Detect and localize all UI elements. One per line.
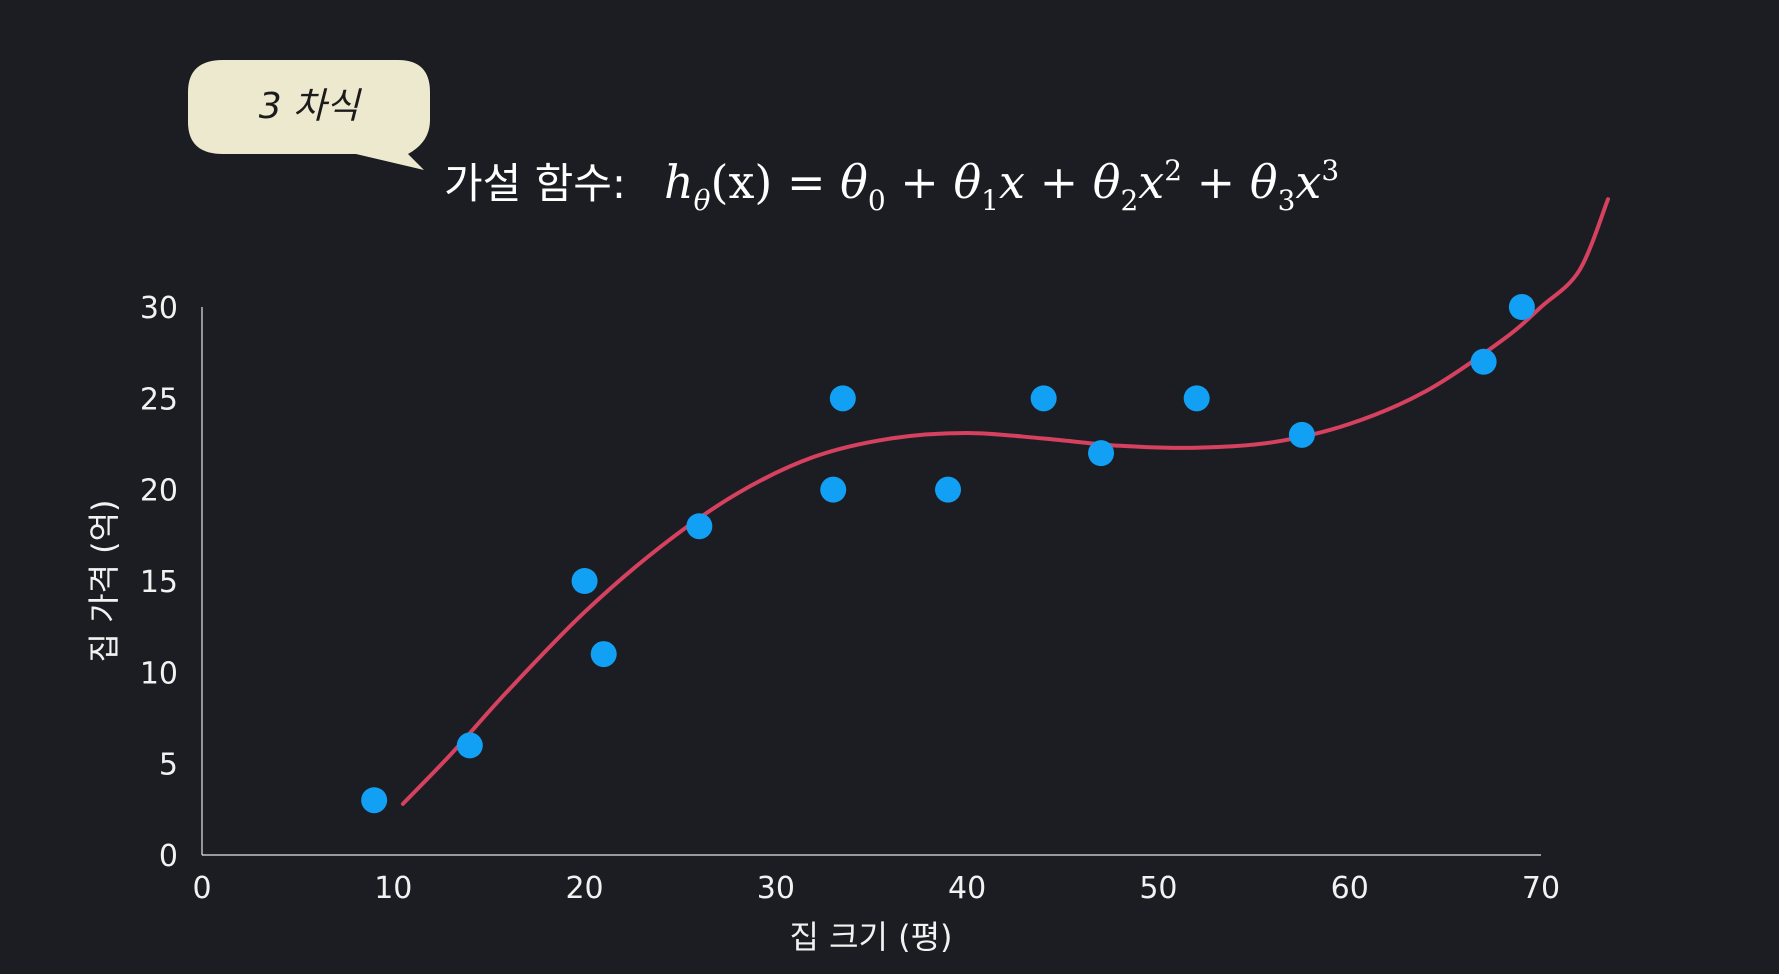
data-point bbox=[1470, 348, 1497, 375]
data-point bbox=[935, 476, 962, 503]
data-point bbox=[829, 385, 856, 412]
x-tick-label: 10 bbox=[374, 871, 412, 906]
bubble-label: 3 차식 bbox=[259, 86, 362, 127]
y-tick-label: 20 bbox=[140, 474, 178, 509]
y-tick-label: 25 bbox=[140, 382, 178, 417]
hypothesis-formula: hθ(x) = θ0 + θ1x + θ2x2 + θ3x3 bbox=[664, 154, 1339, 217]
fit-curve bbox=[400, 197, 1610, 806]
y-tick-label: 5 bbox=[159, 748, 178, 783]
y-axis-title: 집 가격 (억) bbox=[85, 499, 123, 662]
x-tick-label: 70 bbox=[1522, 871, 1560, 906]
y-tick-label: 30 bbox=[140, 291, 178, 326]
data-point bbox=[686, 513, 713, 540]
x-tick-label: 0 bbox=[192, 871, 211, 906]
data-point bbox=[1030, 385, 1057, 412]
x-tick-label: 20 bbox=[565, 871, 603, 906]
data-point bbox=[361, 787, 388, 814]
x-tick-label: 40 bbox=[948, 871, 986, 906]
data-point bbox=[1088, 440, 1115, 467]
data-point bbox=[820, 476, 847, 503]
x-tick-label: 60 bbox=[1331, 871, 1369, 906]
y-tick-labels: 0 5 10 15 20 25 30 bbox=[140, 291, 178, 874]
data-point bbox=[1288, 421, 1315, 448]
x-tick-label: 30 bbox=[757, 871, 795, 906]
x-tick-label: 50 bbox=[1139, 871, 1177, 906]
data-point bbox=[571, 568, 598, 594]
speech-bubble: 3 차식 bbox=[188, 60, 430, 170]
data-point bbox=[1183, 385, 1210, 412]
x-tick-labels: 0 10 20 30 40 50 60 70 bbox=[192, 871, 1560, 906]
data-point bbox=[1508, 294, 1535, 320]
y-tick-label: 10 bbox=[140, 656, 178, 691]
data-point bbox=[590, 641, 617, 668]
y-tick-label: 0 bbox=[159, 839, 178, 874]
formula-label: 가설 함수: bbox=[444, 159, 626, 208]
speech-bubble-shape bbox=[188, 60, 430, 170]
x-axis-title: 집 크기 (평) bbox=[789, 918, 952, 956]
data-point bbox=[456, 732, 483, 759]
data-points bbox=[361, 294, 1535, 814]
y-tick-label: 15 bbox=[140, 565, 178, 600]
